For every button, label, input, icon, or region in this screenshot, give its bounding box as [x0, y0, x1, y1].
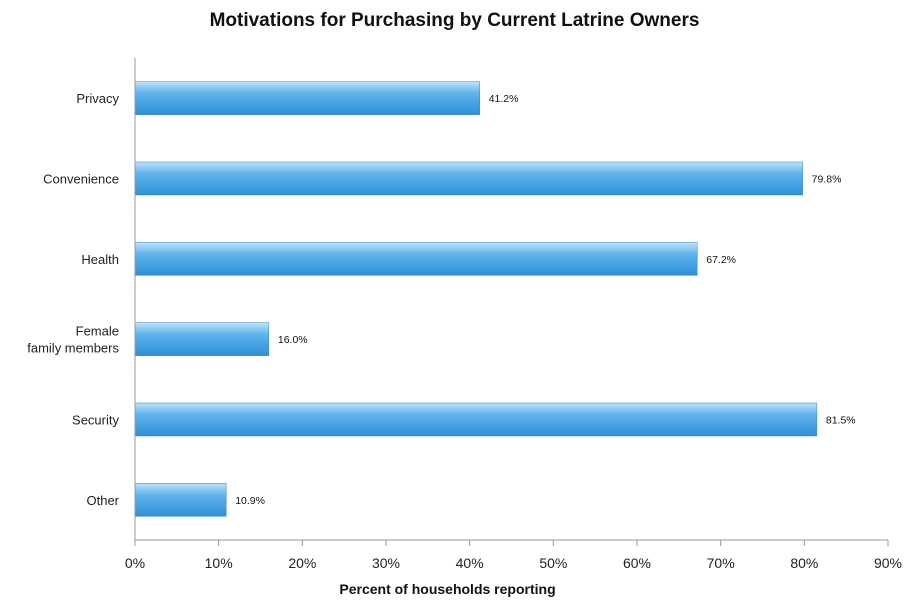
x-tick-label: 40%	[456, 555, 484, 571]
category-label: Privacy	[76, 91, 119, 106]
data-label: 79.8%	[812, 174, 842, 186]
bar-security	[134, 402, 818, 437]
data-label: 81.5%	[826, 415, 856, 427]
bar-female-family-members	[134, 322, 270, 356]
category-label: Other	[86, 493, 119, 508]
data-label: 41.2%	[489, 93, 519, 105]
category-label: Health	[81, 252, 119, 267]
data-label: 16.0%	[278, 334, 308, 346]
category-label: family members	[27, 341, 119, 356]
category-label: Female	[76, 324, 119, 339]
category-label: Convenience	[43, 172, 119, 187]
x-ticks-layer: 0% 10% 20% 30% 40% 50% 60% 70% 80% 90%	[125, 540, 902, 571]
data-label: 67.2%	[706, 254, 736, 266]
bar-convenience	[134, 161, 803, 196]
x-tick-label: 0%	[125, 555, 145, 571]
x-tick-label: 80%	[790, 555, 818, 571]
bar-health	[134, 242, 698, 276]
x-tick-label: 30%	[372, 555, 400, 571]
bar-other	[134, 483, 227, 517]
data-label: 10.9%	[235, 495, 265, 507]
x-tick-label: 70%	[707, 555, 735, 571]
bars-layer: 41.2% 79.8% 67.2% 16.0% 81.5% 10.9%	[134, 81, 856, 517]
x-tick-label: 50%	[539, 555, 567, 571]
x-tick-label: 20%	[288, 555, 316, 571]
x-tick-label: 90%	[874, 555, 902, 571]
x-tick-label: 10%	[205, 555, 233, 571]
x-tick-label: 60%	[623, 555, 651, 571]
category-labels-layer: Privacy Convenience Health Female family mem…	[27, 91, 119, 508]
x-axis-title: Percent of households reporting	[339, 581, 555, 597]
bar-privacy	[134, 81, 480, 115]
chart-title: Motivations for Purchasing by Current La…	[209, 10, 700, 31]
category-label: Security	[72, 413, 119, 428]
